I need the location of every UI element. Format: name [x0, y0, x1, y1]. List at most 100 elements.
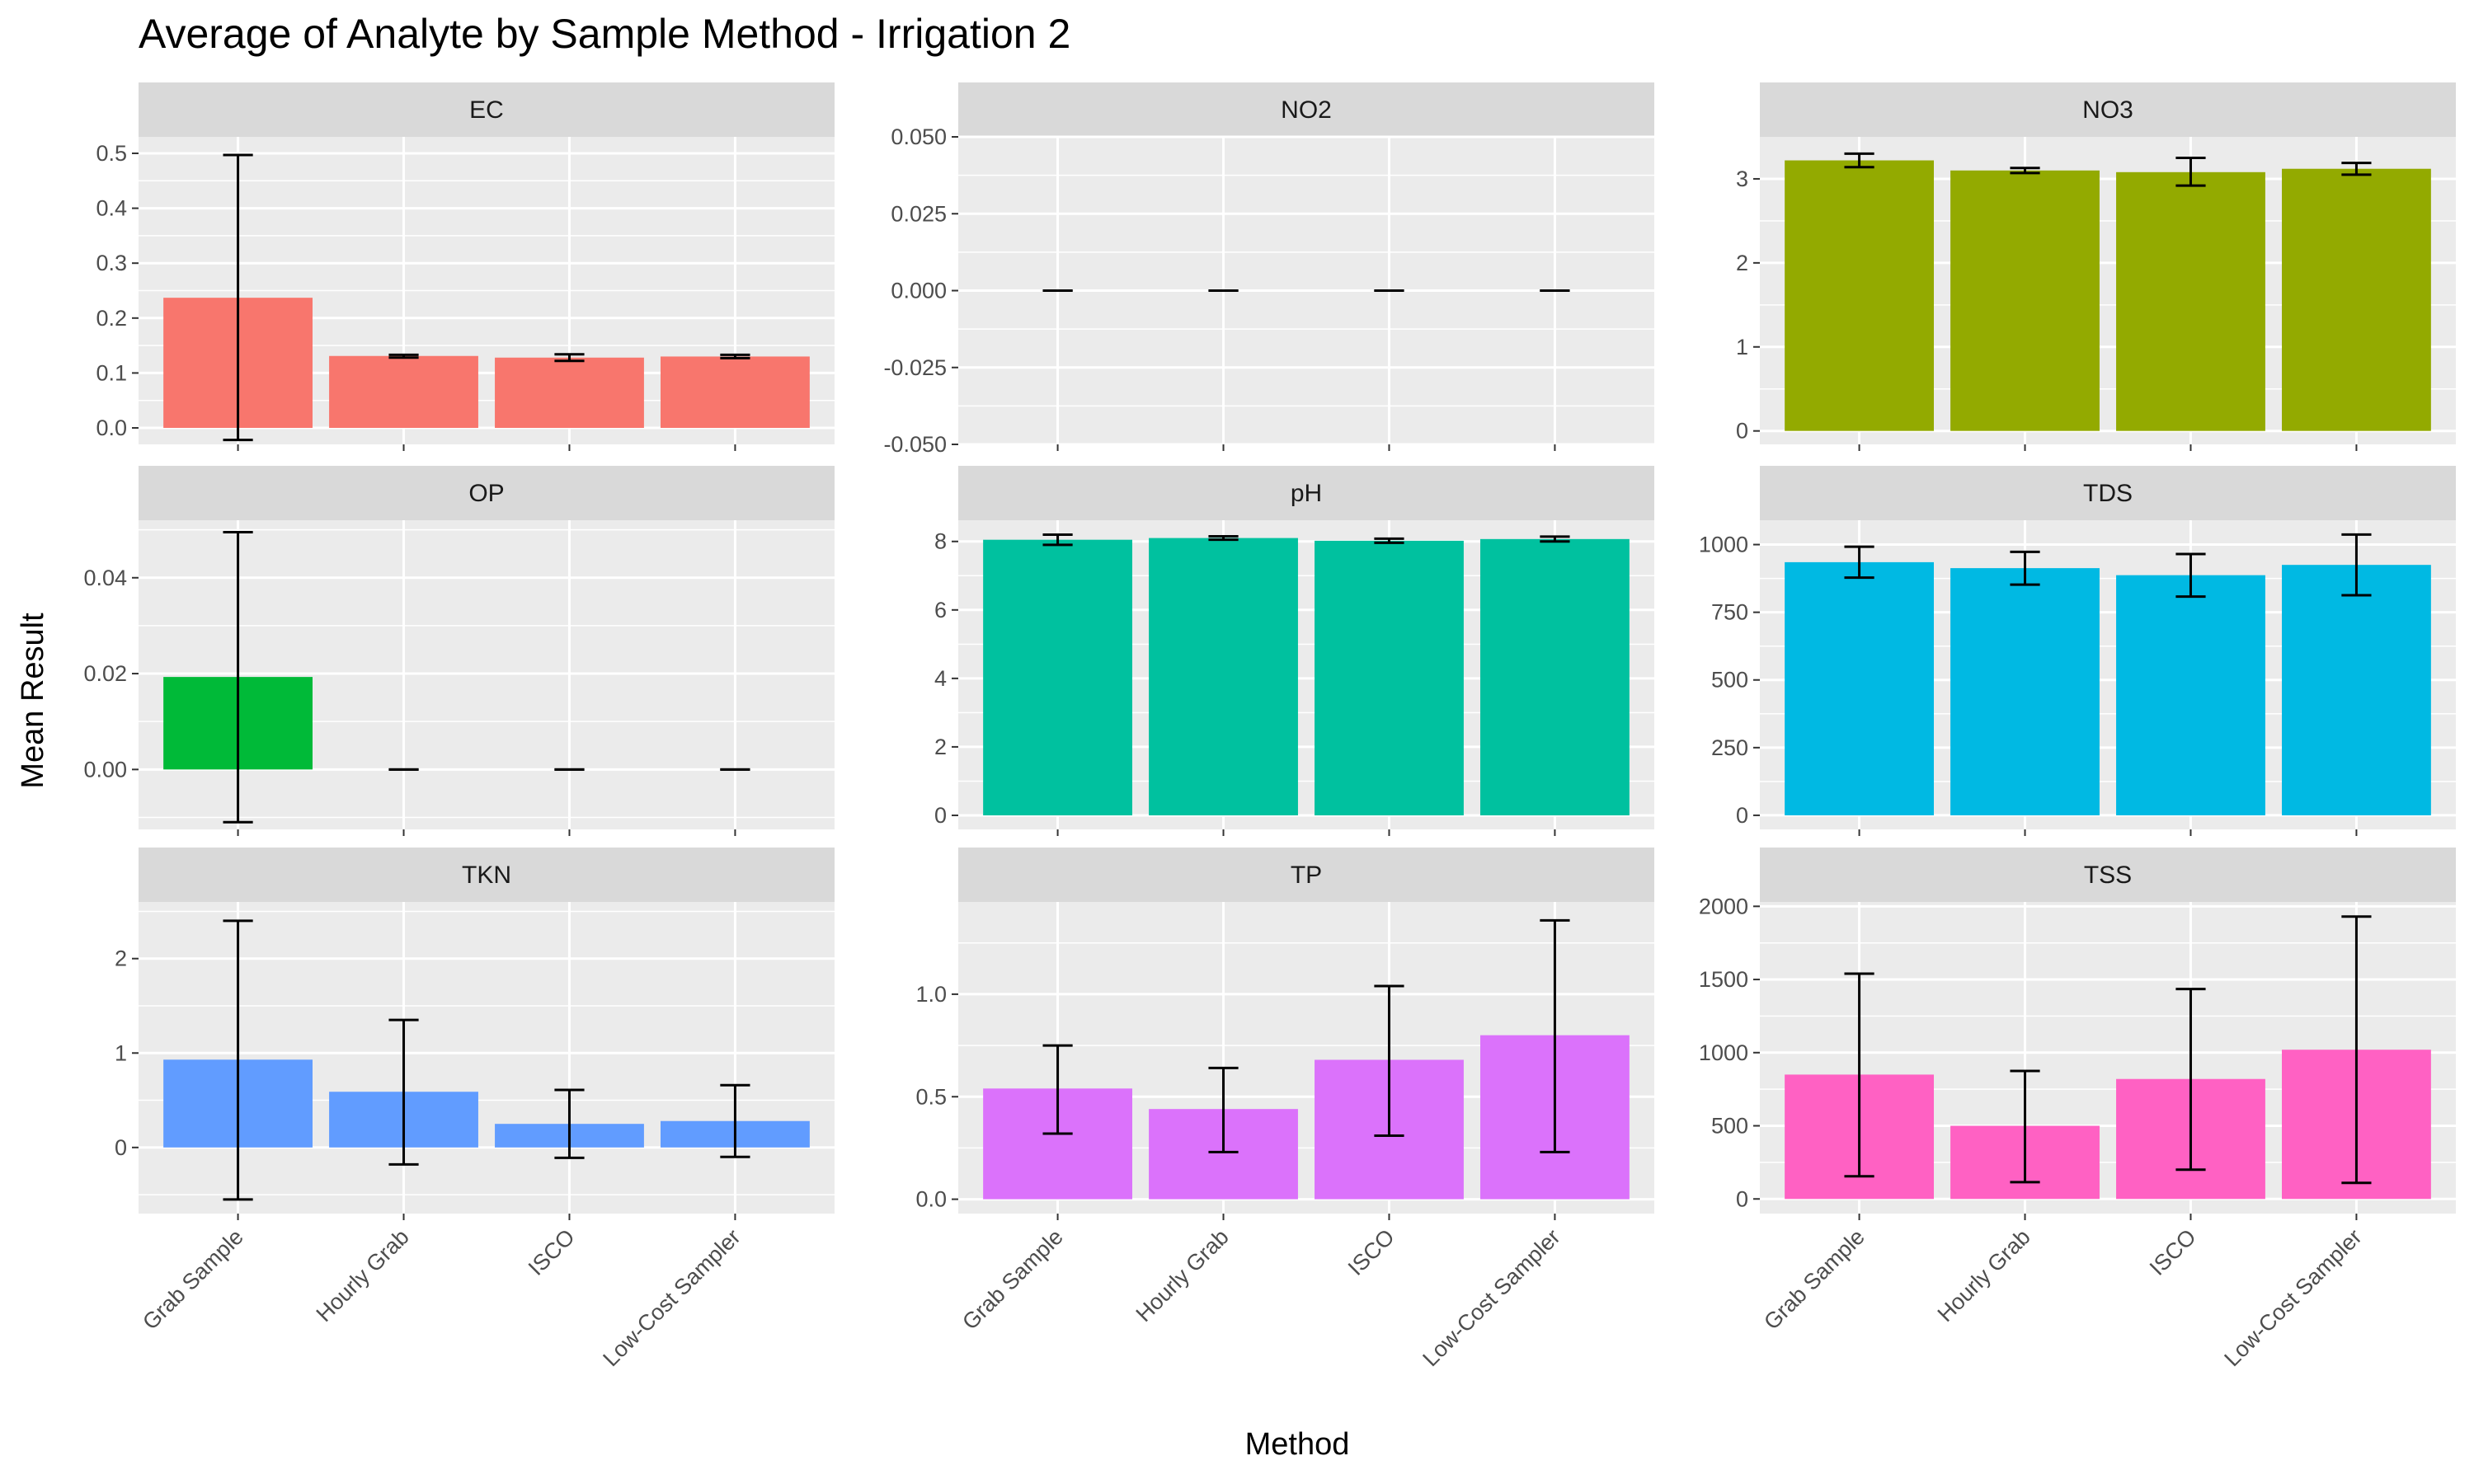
- bar-low-cost-sampler: [661, 356, 810, 429]
- panel-ec: EC 0.0 0.1 0.2 0.3 0.4 0.5: [96, 82, 835, 451]
- error-bar-grab-sample: [1844, 972, 1874, 1178]
- bar-isco: [1315, 540, 1464, 815]
- y-tick-label: 250: [1711, 735, 1748, 760]
- y-tick-label: 0: [115, 1135, 127, 1160]
- strip-ph: [958, 466, 1654, 520]
- y-tick-label: 3: [1736, 167, 1748, 191]
- y-tick-label: 0.0: [96, 416, 127, 440]
- y-tick-label: 0.04: [83, 566, 127, 590]
- bar-isco: [495, 357, 644, 429]
- error-bar-grab-sample: [1042, 1044, 1073, 1135]
- error-bar-low-cost-sampler: [2341, 533, 2372, 597]
- error-bar-isco: [2175, 552, 2206, 599]
- y-tick-label: 2: [1736, 251, 1748, 275]
- error-bar-grab-sample: [223, 531, 253, 824]
- error-bar-hourly-grab: [2010, 550, 2040, 586]
- y-tick-label: 750: [1711, 600, 1748, 625]
- error-bar-isco: [2175, 988, 2206, 1172]
- x-axis-title: Method: [1245, 1427, 1350, 1462]
- x-tick-label: ISCO: [524, 1224, 580, 1280]
- chart-title: Average of Analyte by Sample Method - Ir…: [139, 11, 1070, 57]
- bar-low-cost-sampler: [2282, 168, 2431, 431]
- error-bar-isco: [554, 1088, 585, 1159]
- x-tick-label: Low-Cost Sampler: [2219, 1224, 2366, 1371]
- strip-op: [139, 466, 835, 520]
- y-tick-label: 0: [1736, 419, 1748, 444]
- strip-tkn: [139, 848, 835, 902]
- y-tick-label: 0.4: [96, 196, 127, 221]
- bar-low-cost-sampler: [2282, 565, 2431, 815]
- x-tick-label: Low-Cost Sampler: [1418, 1224, 1564, 1371]
- x-tick-label: Grab Sample: [138, 1224, 248, 1335]
- y-tick-label: 0.5: [915, 1084, 947, 1109]
- strip-no2: [958, 82, 1654, 137]
- y-tick-label: 2: [115, 946, 127, 971]
- panel-no2: NO2 -0.050 -0.025 0.000 0.025 0.050: [883, 82, 1654, 457]
- error-bar-isco: [1374, 984, 1404, 1137]
- bar-isco: [2116, 575, 2265, 815]
- bar-grab-sample: [1785, 160, 1934, 431]
- strip-tp: [958, 848, 1654, 902]
- strip-label-tds: TDS: [2083, 480, 2133, 507]
- y-tick-label: 1000: [1699, 1040, 1748, 1065]
- error-bar-grab-sample: [223, 153, 253, 442]
- panel-no3: NO3 0 1 2 3: [1736, 82, 2456, 451]
- y-axis-title: Mean Result: [16, 613, 50, 789]
- error-bar-low-cost-sampler: [720, 353, 750, 359]
- x-tick-label: ISCO: [2145, 1224, 2201, 1280]
- error-bar-isco: [554, 353, 585, 363]
- x-tick-label: Hourly Grab: [1933, 1224, 2035, 1327]
- y-tick-label: 2000: [1699, 894, 1748, 918]
- error-bar-low-cost-sampler: [2341, 162, 2372, 176]
- strip-tds: [1760, 466, 2456, 520]
- plot-background-tkn: [139, 902, 835, 1214]
- y-tick-label: 0.00: [83, 757, 127, 782]
- y-tick-label: 1: [115, 1040, 127, 1065]
- y-tick-label: 0.3: [96, 251, 127, 275]
- x-tick-label: Hourly Grab: [1131, 1224, 1234, 1327]
- panel-tss: TSS 0 500 1000 1500 2000 Grab Sample Hourly Gra…: [1699, 848, 2456, 1371]
- y-tick-label: 1000: [1699, 533, 1748, 557]
- error-bar-hourly-grab: [388, 353, 419, 359]
- panel-tkn: TKN 0 1 2 Grab Sample Hourly Grab ISCO Low-Cost…: [115, 848, 835, 1371]
- y-tick-label: -0.025: [883, 355, 947, 380]
- bar-grab-sample: [983, 539, 1132, 815]
- bar-isco: [2116, 171, 2265, 431]
- strip-label-tss: TSS: [2084, 862, 2132, 889]
- panel-tp: TP 0.0 0.5 1.0 Grab Sample Hourly Grab ISCO Low…: [915, 848, 1654, 1371]
- error-bar-hourly-grab: [2010, 167, 2040, 175]
- bar-grab-sample: [1785, 561, 1934, 815]
- error-bar-grab-sample: [1844, 545, 1874, 580]
- error-bar-low-cost-sampler: [2341, 915, 2372, 1185]
- error-bar-isco: [1374, 537, 1404, 544]
- y-tick-label: 4: [934, 666, 947, 691]
- strip-no3: [1760, 82, 2456, 137]
- y-tick-label: 0.000: [891, 279, 947, 303]
- bar-hourly-grab: [1149, 538, 1298, 815]
- y-tick-label: 0.0: [915, 1187, 947, 1212]
- y-tick-label: 1.0: [915, 982, 947, 1007]
- y-tick-label: 0.1: [96, 360, 127, 385]
- y-tick-label: 0: [1736, 1186, 1748, 1211]
- panel-op: OP 0.00 0.02 0.04: [83, 466, 835, 836]
- error-bar-hourly-grab: [2010, 1069, 2040, 1184]
- error-bar-isco: [2175, 156, 2206, 187]
- strip-tss: [1760, 848, 2456, 902]
- x-tick-label: Hourly Grab: [312, 1224, 414, 1327]
- y-tick-label: 1: [1736, 335, 1748, 359]
- y-tick-label: 0.050: [891, 124, 947, 149]
- error-bar-low-cost-sampler: [720, 1083, 750, 1158]
- strip-label-no2: NO2: [1281, 96, 1332, 124]
- strip-label-no3: NO3: [2082, 96, 2133, 124]
- strip-label-ph: pH: [1291, 480, 1322, 507]
- error-bar-grab-sample: [1042, 533, 1073, 547]
- y-tick-label: 500: [1711, 1114, 1748, 1139]
- error-bar-grab-sample: [1844, 152, 1874, 169]
- panel-tds: TDS 0 250 500 750 1000: [1699, 466, 2456, 836]
- y-tick-label: 0.5: [96, 141, 127, 166]
- y-tick-label: 0.025: [891, 201, 947, 226]
- y-tick-label: 0: [1736, 803, 1748, 828]
- strip-label-tp: TP: [1291, 862, 1322, 889]
- y-tick-label: 6: [934, 598, 947, 622]
